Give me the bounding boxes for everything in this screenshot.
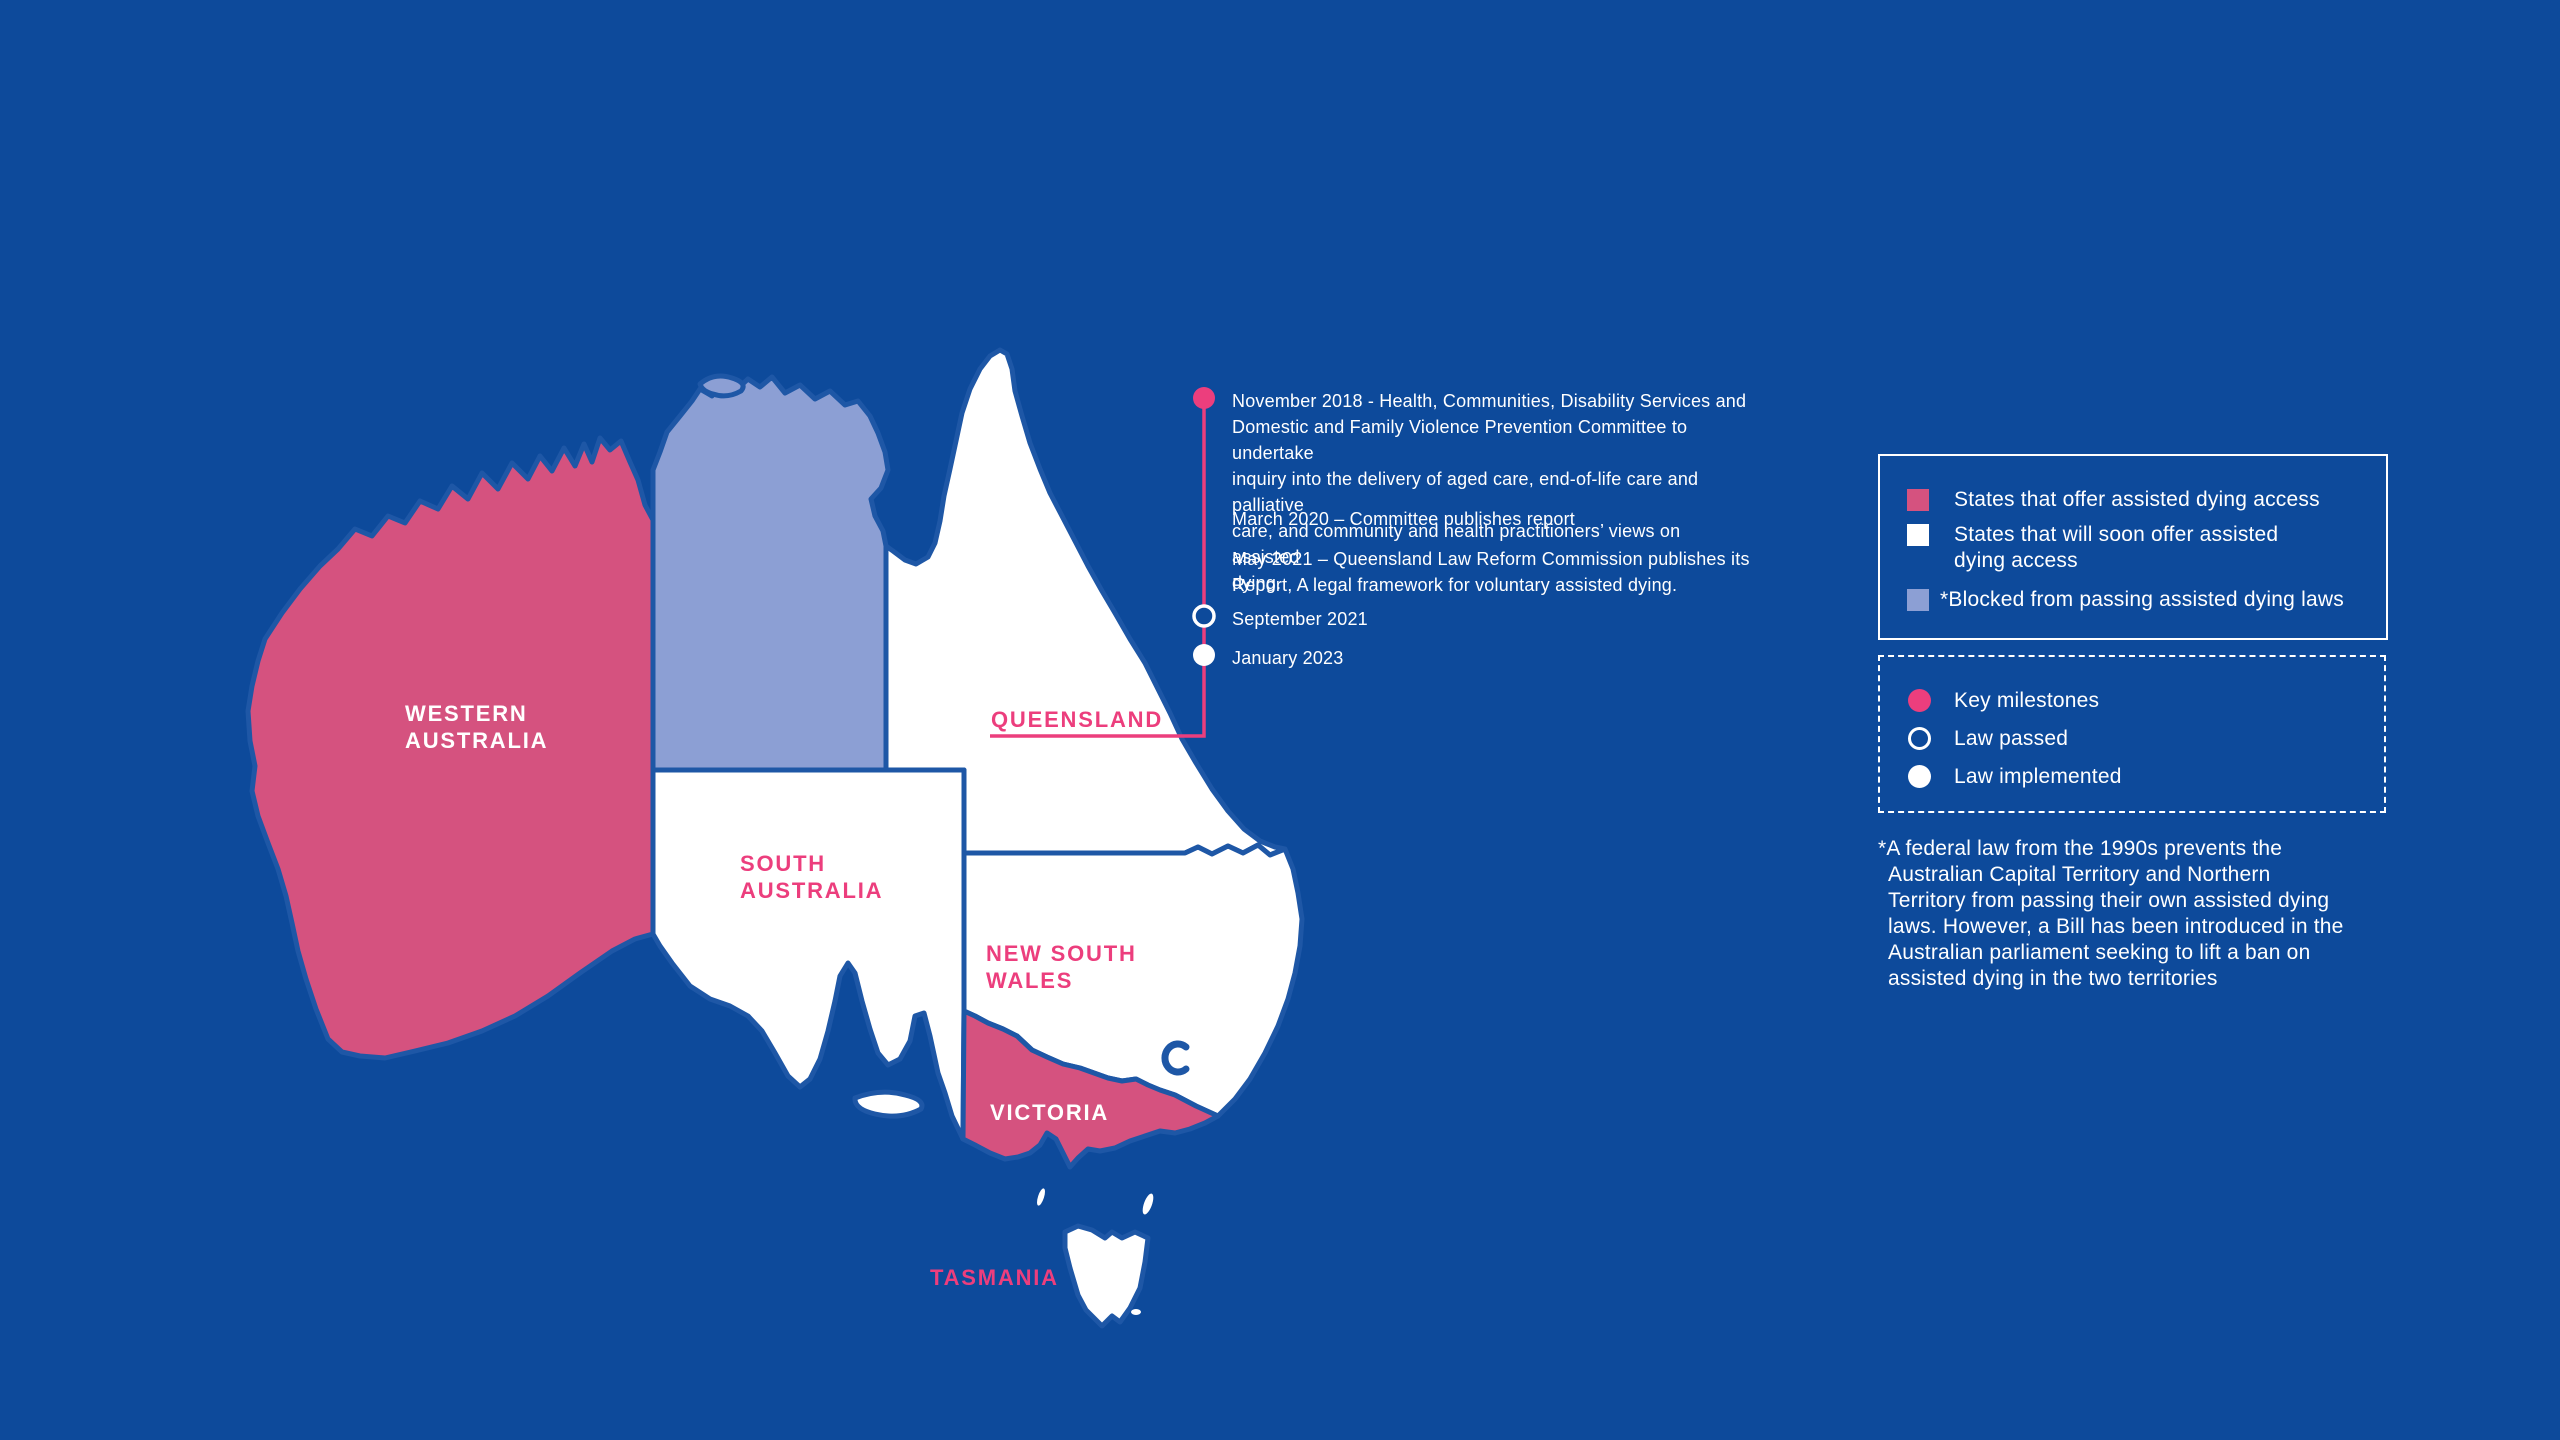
legend-swatch-offer-icon	[1907, 489, 1929, 511]
legend-swatch-blocked-icon	[1907, 589, 1929, 611]
timeline-milestone-jan-2023: January 2023	[1232, 648, 1344, 668]
legend-swatch-soon-icon	[1907, 524, 1929, 546]
kangaroo-island	[852, 1089, 925, 1119]
label-queensland: QUEENSLAND	[991, 707, 1164, 732]
label-south-australia: SOUTH AUSTRALIA	[740, 851, 884, 903]
legend-label-blocked: *Blocked from passing assisted dying law…	[1940, 588, 2344, 611]
timeline-milestone-nov-2018: November 2018 - Health, Communities, Dis…	[1232, 391, 1747, 593]
legend-law-passed-icon	[1908, 727, 1931, 750]
act-outline	[1161, 1040, 1190, 1076]
king-island	[1037, 1188, 1045, 1206]
legend-label-law-implemented: Law implemented	[1954, 765, 2122, 788]
timeline-milestone-may-2021: May 2021 – Queensland Law Reform Commiss…	[1232, 549, 1750, 595]
legend-label-soon: States that will soon offer assisted dyi…	[1954, 523, 2279, 572]
legend-law-implemented-icon	[1908, 765, 1931, 788]
bruny-island	[1131, 1309, 1141, 1315]
timeline-milestone-sep-2021: September 2021	[1232, 609, 1368, 629]
legend-milestones-box: Key milestones Law passed Law implemente…	[1878, 655, 2386, 813]
footnote: *A federal law from the 1990s prevents t…	[1878, 837, 2344, 990]
legend-label-law-passed: Law passed	[1954, 727, 2069, 750]
label-western-australia: WESTERN AUSTRALIA	[405, 701, 549, 753]
milestone-dot-law-passed	[1192, 604, 1216, 628]
state-western-australia	[245, 435, 656, 1061]
legend-access-box: States that offer assisted dying access …	[1878, 454, 2388, 640]
melville-island	[697, 373, 746, 399]
legend-label-offer: States that offer assisted dying access	[1954, 488, 2320, 511]
label-new-south-wales: NEW SOUTH WALES	[986, 941, 1137, 993]
territory-northern-territory	[650, 374, 891, 773]
milestone-dot-law-implemented	[1193, 644, 1215, 666]
timeline-connector-line	[990, 398, 1206, 738]
state-victoria	[960, 1008, 1221, 1170]
flinders-island	[1142, 1193, 1154, 1215]
legend-key-milestone-icon	[1908, 689, 1931, 712]
state-south-australia	[650, 767, 967, 1142]
milestone-dot-key	[1193, 387, 1215, 409]
legend-label-key-milestones: Key milestones	[1954, 689, 2100, 712]
label-victoria: VICTORIA	[990, 1100, 1110, 1125]
label-tasmania: TASMANIA	[930, 1265, 1059, 1290]
timeline-milestone-mar-2020: March 2020 – Committee publishes report	[1232, 509, 1575, 529]
state-tasmania	[1062, 1223, 1151, 1329]
